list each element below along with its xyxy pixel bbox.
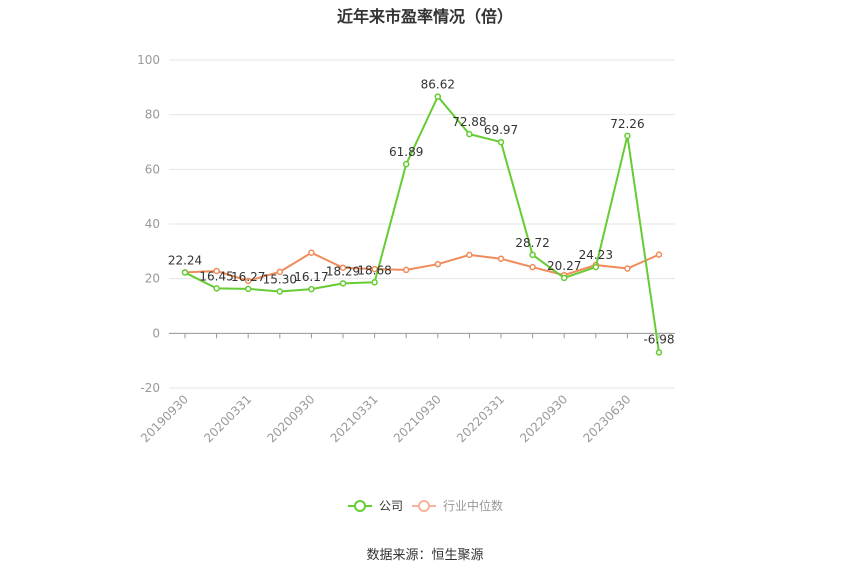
data-label-company: 15.30	[263, 273, 297, 287]
legend-marker-company	[354, 500, 366, 512]
legend-label-industry-median: 行业中位数	[443, 498, 503, 513]
data-label-company: -6.98	[643, 332, 674, 346]
data-label-company: 22.24	[168, 254, 202, 268]
data-label-company: 24.23	[579, 248, 613, 262]
x-tick-label: 20210331	[328, 392, 381, 445]
data-point-industry-median	[339, 264, 347, 271]
data-source: 数据来源：恒生聚源	[366, 548, 483, 563]
legend-item-industry-median[interactable]: 行业中位数	[412, 498, 503, 513]
data-point-company	[497, 138, 505, 146]
legend-marker-industry-median	[418, 500, 430, 512]
data-point-industry-median	[466, 251, 473, 259]
data-label-company: 61.89	[389, 145, 423, 159]
data-point-industry-median	[497, 255, 505, 262]
y-tick-label: 60	[145, 162, 160, 176]
data-label-company: 18.68	[357, 263, 391, 277]
y-axis: -20 0 20 40 60 80 100	[137, 53, 160, 395]
data-point-industry-median	[402, 266, 410, 274]
series-lines	[181, 93, 663, 356]
data-point-company	[624, 132, 631, 140]
data-point-company	[655, 349, 663, 356]
data-point-company	[371, 279, 378, 286]
grid-lines	[169, 59, 675, 389]
y-tick-label: 0	[152, 326, 160, 340]
data-point-industry-median	[308, 249, 315, 256]
y-tick-label: 80	[145, 108, 160, 122]
data-label-company: 72.26	[610, 117, 644, 131]
data-point-company	[244, 285, 252, 293]
data-label-company: 28.72	[515, 236, 549, 250]
x-tick-label: 20210930	[391, 392, 444, 445]
data-label-company: 18.29	[326, 264, 360, 278]
y-tick-label: 40	[145, 217, 160, 231]
data-label-company: 16.17	[294, 270, 328, 284]
data-point-industry-median	[529, 263, 536, 271]
data-point-company	[308, 285, 315, 293]
data-point-company	[181, 269, 189, 276]
y-tick-label: -20	[140, 381, 160, 395]
data-point-company	[434, 93, 442, 100]
data-point-company	[560, 274, 568, 282]
data-label-company: 16.45	[199, 269, 233, 283]
x-tick-label: 20200930	[264, 392, 317, 445]
data-point-industry-median	[244, 277, 252, 285]
data-point-industry-median	[213, 267, 220, 275]
x-tick-label: 20220331	[454, 392, 507, 445]
data-point-company	[466, 130, 473, 138]
x-tick-label: 20230630	[580, 392, 633, 445]
data-point-company	[402, 160, 410, 168]
data-point-company	[213, 285, 220, 292]
data-label-company: 86.62	[421, 78, 455, 92]
x-tick-label: 20190930	[138, 392, 191, 445]
series-line-industry-median	[184, 251, 660, 282]
legend-item-company[interactable]: 公司	[348, 499, 403, 513]
data-point-company	[592, 263, 600, 271]
data-point-industry-median	[276, 268, 284, 276]
data-label-company: 72.88	[452, 115, 486, 129]
data-point-company	[529, 251, 536, 259]
legend-label-company: 公司	[379, 499, 403, 513]
chart-title: 近年来市盈率情况（倍）	[337, 7, 513, 26]
data-point-company	[276, 288, 284, 295]
y-tick-label: 100	[137, 53, 160, 67]
data-point-industry-median	[655, 251, 663, 258]
x-tick-label: 20200331	[201, 392, 254, 445]
legend: 公司 行业中位数	[348, 498, 503, 513]
series-line-company	[184, 95, 660, 353]
data-point-industry-median	[434, 260, 442, 268]
data-label-company: 16.27	[231, 270, 265, 284]
data-label-company: 20.27	[547, 259, 581, 273]
x-axis: 20190930 20200331 20200930 20210331 20210930…	[138, 332, 675, 445]
data-point-company	[339, 280, 347, 287]
data-point-industry-median	[624, 265, 631, 272]
y-tick-label: 20	[145, 272, 160, 286]
x-tick-label: 20220930	[517, 392, 570, 445]
data-label-company: 69.97	[484, 123, 518, 137]
